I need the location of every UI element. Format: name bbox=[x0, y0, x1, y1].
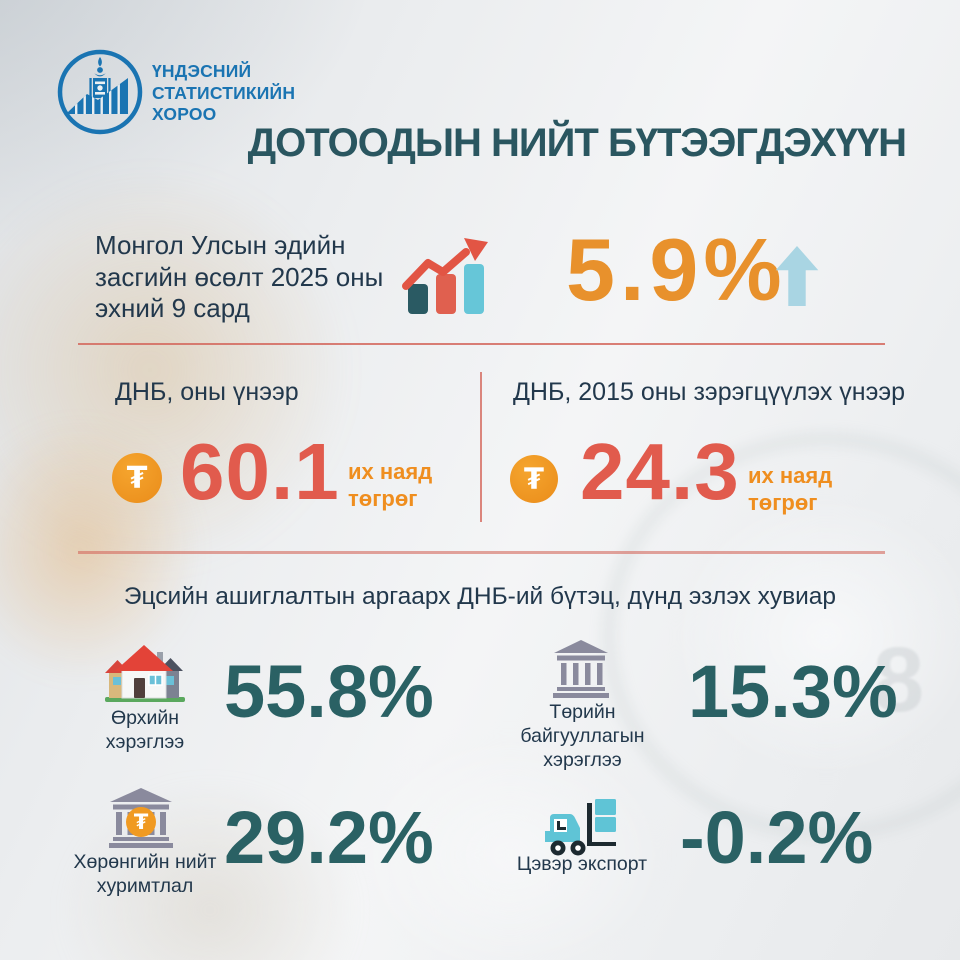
structure-section-title: Эцсийн ашиглалтын аргаарх ДНБ-ий бүтэц, … bbox=[123, 583, 837, 610]
gdp-current-value: 60.1 bbox=[180, 427, 340, 516]
net-export-value: -0.2% bbox=[680, 796, 874, 879]
divider bbox=[78, 551, 885, 554]
divider bbox=[78, 343, 885, 345]
tugrik-symbol: ₮ bbox=[134, 809, 149, 834]
arrow-up-icon bbox=[775, 246, 819, 306]
bar-chart-growth-icon bbox=[402, 238, 488, 314]
net-export-label: Цэвэр экспорт bbox=[516, 853, 648, 875]
government-consumption-label: Төрийн байгууллагын хэрэглээ bbox=[520, 701, 645, 771]
gdp-constant-value: 24.3 bbox=[580, 427, 740, 516]
tugrik-symbol: ₮ bbox=[523, 462, 545, 496]
government-building-icon bbox=[553, 640, 609, 698]
background-coin-digit: 8 bbox=[872, 629, 924, 731]
gdp-constant-label: ДНБ, 2015 оны зэрэгцүүлэх үнээр bbox=[513, 378, 906, 406]
household-consumption-value: 55.8% bbox=[224, 650, 434, 733]
gdp-constant-unit: их наяд төгрөг bbox=[748, 463, 833, 515]
forklift-export-icon bbox=[545, 799, 616, 856]
household-consumption-label: Өрхийн хэрэглээ bbox=[105, 707, 185, 753]
capital-formation-value: 29.2% bbox=[224, 796, 434, 879]
bank-capital-icon: ₮ bbox=[109, 788, 173, 848]
growth-value: 5.9% bbox=[566, 220, 787, 319]
tugrik-coin-icon: ₮ bbox=[510, 455, 558, 503]
government-consumption-value: 15.3% bbox=[688, 650, 898, 733]
growth-label: Монгол Улсын эдийн засгийн өсөлт 2025 он… bbox=[95, 230, 384, 323]
gdp-current-unit: их наяд төгрөг bbox=[348, 459, 433, 511]
nso-logo-icon bbox=[57, 49, 143, 135]
org-name: ҮНДЭСНИЙ СТАТИСТИКИЙН ХОРОО bbox=[152, 61, 296, 124]
divider-vertical bbox=[480, 372, 482, 522]
house-icon bbox=[105, 645, 185, 702]
tugrik-coin-icon: ₮ bbox=[112, 453, 162, 503]
gdp-current-label: ДНБ, оны үнээр bbox=[115, 378, 299, 406]
capital-formation-label: Хөрөнгийн нийт хуримтлал bbox=[73, 851, 217, 897]
tugrik-symbol: ₮ bbox=[126, 460, 148, 496]
page-title: ДОТООДЫН НИЙТ БҮТЭЭГДЭХҮҮН bbox=[247, 121, 907, 165]
